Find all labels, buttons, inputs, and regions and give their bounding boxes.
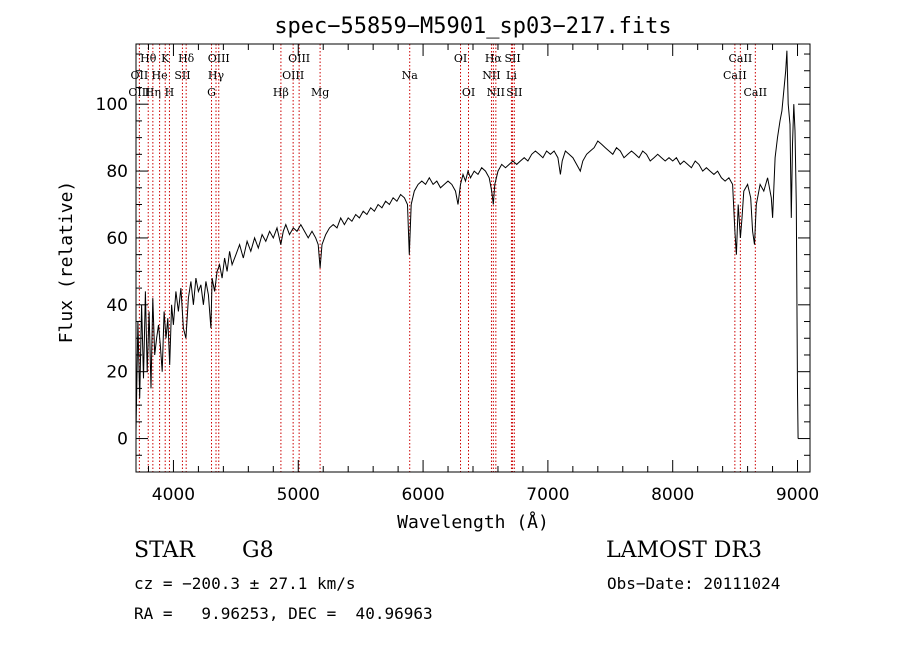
y-tick-label: 0 (117, 430, 128, 450)
survey-name: LAMOST DR3 (606, 538, 762, 563)
line-label: OI (462, 86, 475, 99)
line-label: H (165, 86, 175, 99)
y-tick-label: 60 (106, 229, 128, 249)
x-tick-label: 6000 (401, 485, 444, 505)
line-label: Hγ (208, 69, 225, 82)
x-tick-label: 7000 (526, 485, 569, 505)
y-tick-label: 20 (106, 363, 128, 383)
object-subclass: G8 (242, 538, 274, 563)
plot-frame (136, 44, 810, 472)
line-label: Mg (311, 86, 329, 99)
x-tick-label: 5000 (277, 485, 320, 505)
line-label: Li (506, 69, 517, 82)
line-label: Hθ (140, 52, 157, 65)
y-axis-label: Flux (relative) (56, 181, 77, 344)
line-label: Hη (145, 86, 161, 99)
line-label: Hβ (273, 86, 289, 99)
x-tick-label: 4000 (152, 485, 195, 505)
line-label: G (207, 86, 216, 99)
line-label: OIII (282, 69, 304, 82)
line-label: SII (506, 86, 522, 99)
coordinates-text: RA = 9.96253, DEC = 40.96963 (134, 604, 433, 623)
spectrum-chart: spec−55859−M5901_sp03−217.fits HθOIIOIII… (0, 0, 900, 540)
spectral-line-markers (139, 44, 755, 472)
y-tick-label: 40 (106, 296, 128, 316)
x-axis-label: Wavelength (Å) (397, 511, 549, 533)
x-tick-label: 8000 (651, 485, 694, 505)
y-tick-label: 80 (106, 162, 128, 182)
line-label: CaII (743, 86, 767, 99)
spectrum-line (136, 51, 798, 439)
line-label: Hα (485, 52, 503, 65)
line-label: SII (174, 69, 190, 82)
line-label: K (161, 52, 170, 65)
y-tick-label: 100 (96, 95, 128, 115)
line-label: OI (454, 52, 467, 65)
line-label: OIII (208, 52, 230, 65)
redshift-text: cz = −200.3 ± 27.1 km/s (134, 574, 356, 593)
x-tick-labels: 4000 5000 6000 7000 8000 9000 (152, 485, 819, 505)
line-label: SII (504, 52, 520, 65)
line-label: CaII (723, 69, 747, 82)
line-label: NII (487, 86, 505, 99)
line-label: Na (402, 69, 419, 82)
x-tick-label: 9000 (776, 485, 819, 505)
line-label: NII (482, 69, 500, 82)
line-label: OIII (288, 52, 310, 65)
y-tick-labels: 0 20 40 60 80 100 (96, 95, 128, 449)
line-label: CaII (729, 52, 753, 65)
line-label: He (152, 69, 168, 82)
object-class: STAR (134, 538, 195, 563)
axis-ticks (136, 44, 810, 472)
chart-title: spec−55859−M5901_sp03−217.fits (274, 14, 671, 39)
obs-date-text: Obs−Date: 20111024 (607, 574, 780, 593)
line-label: Hδ (178, 52, 195, 65)
